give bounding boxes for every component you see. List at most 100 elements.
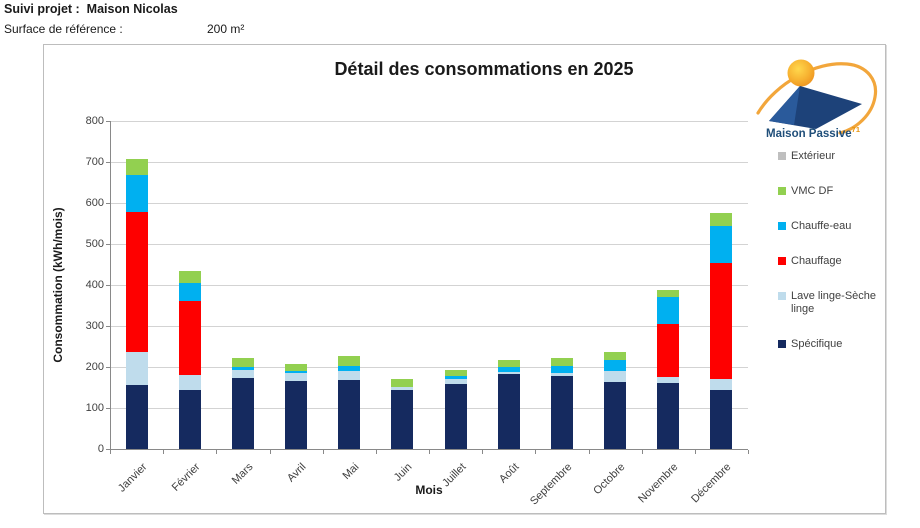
bar-segment-vmc-df-novembre[interactable]: [657, 289, 680, 298]
legend-item-chauffage[interactable]: Chauffage: [778, 255, 882, 268]
bar-mars[interactable]: [231, 121, 254, 449]
gridline-300: [110, 326, 748, 327]
bar-segment-lave-linge-seche-linge-octobre[interactable]: [604, 370, 627, 383]
sun-icon: [787, 59, 815, 87]
bar-segment-lave-linge-seche-linge-mars[interactable]: [231, 370, 254, 379]
y-label-800: 800: [85, 115, 104, 127]
y-axis-line: [110, 121, 111, 450]
bar-segment-vmc-df-avril[interactable]: [285, 363, 308, 372]
y-label-500: 500: [85, 238, 104, 250]
legend-swatch-chauffage: [778, 257, 786, 265]
bar-septembre[interactable]: [550, 121, 573, 449]
y-tick: [106, 408, 110, 409]
surface-value: 200 m²: [207, 22, 245, 36]
project-value: Maison Nicolas: [86, 2, 178, 16]
x-axis-line: [110, 449, 748, 450]
bar-segment-chauffe-eau-decembre[interactable]: [710, 226, 733, 264]
x-tick: [216, 450, 218, 454]
y-label-400: 400: [85, 279, 104, 291]
bar-segment-chauffe-eau-janvier[interactable]: [125, 174, 148, 213]
bar-segment-chauffage-decembre[interactable]: [710, 263, 733, 379]
bar-segment-specifique-septembre[interactable]: [550, 376, 573, 449]
bar-segment-chauffe-eau-avril[interactable]: [285, 371, 308, 374]
bar-segment-specifique-decembre[interactable]: [710, 389, 733, 449]
bar-segment-lave-linge-seche-linge-novembre[interactable]: [657, 377, 680, 384]
bar-segment-vmc-df-fevrier[interactable]: [178, 270, 201, 283]
y-tick: [106, 162, 110, 163]
legend-swatch-chauffe-eau: [778, 222, 786, 230]
bar-segment-lave-linge-seche-linge-juin[interactable]: [391, 387, 414, 390]
bar-segment-lave-linge-seche-linge-decembre[interactable]: [710, 378, 733, 390]
bar-segment-chauffage-novembre[interactable]: [657, 323, 680, 378]
legend-item-vmc-df[interactable]: VMC DF: [778, 185, 882, 198]
legend-item-exterieur[interactable]: Extérieur: [778, 150, 882, 163]
legend-swatch-specifique: [778, 340, 786, 348]
bar-novembre[interactable]: [657, 121, 680, 449]
gridline-700: [110, 162, 748, 163]
bar-segment-lave-linge-seche-linge-aout[interactable]: [497, 371, 520, 374]
plot-area[interactable]: [106, 121, 749, 454]
bar-segment-vmc-df-janvier[interactable]: [125, 159, 148, 175]
bar-juin[interactable]: [391, 121, 414, 449]
bar-segment-chauffe-eau-octobre[interactable]: [604, 360, 627, 371]
bar-segment-specifique-janvier[interactable]: [125, 385, 148, 449]
bar-segment-specifique-avril[interactable]: [285, 381, 308, 449]
bar-segment-chauffe-eau-juillet[interactable]: [444, 376, 467, 380]
bar-avril[interactable]: [285, 121, 308, 449]
bar-segment-lave-linge-seche-linge-janvier[interactable]: [125, 351, 148, 386]
x-tick: [375, 450, 377, 454]
x-tick: [748, 450, 749, 454]
bar-segment-vmc-df-juillet[interactable]: [444, 369, 467, 377]
bar-segment-vmc-df-decembre[interactable]: [710, 212, 733, 227]
bar-segment-vmc-df-mai[interactable]: [338, 355, 361, 367]
bar-aout[interactable]: [497, 121, 520, 449]
bar-segment-vmc-df-septembre[interactable]: [550, 358, 573, 367]
bar-octobre[interactable]: [604, 121, 627, 449]
bar-segment-vmc-df-aout[interactable]: [497, 360, 520, 368]
x-tick: [482, 450, 484, 454]
bar-decembre[interactable]: [710, 121, 733, 449]
x-tick: [588, 450, 590, 454]
bar-segment-lave-linge-seche-linge-avril[interactable]: [285, 373, 308, 382]
bar-segment-chauffage-fevrier[interactable]: [178, 301, 201, 376]
bar-segment-chauffage-janvier[interactable]: [125, 212, 148, 352]
bar-juillet[interactable]: [444, 121, 467, 449]
y-tick: [106, 203, 110, 204]
bar-segment-lave-linge-seche-linge-septembre[interactable]: [550, 372, 573, 377]
surface-line: Surface de référence : 200 m²: [4, 20, 404, 38]
bar-segment-specifique-novembre[interactable]: [657, 383, 680, 449]
legend-item-specifique[interactable]: Spécifique: [778, 338, 882, 351]
x-tick: [110, 450, 111, 454]
bar-segment-specifique-mars[interactable]: [231, 378, 254, 449]
bar-segment-specifique-aout[interactable]: [497, 373, 520, 449]
bar-segment-specifique-juillet[interactable]: [444, 384, 467, 449]
bar-mai[interactable]: [338, 121, 361, 449]
legend-label-exterieur: Extérieur: [791, 150, 836, 162]
gridline-100: [110, 408, 748, 409]
bar-segment-chauffe-eau-aout[interactable]: [497, 367, 520, 372]
bar-segment-vmc-df-octobre[interactable]: [604, 352, 627, 361]
bar-segment-specifique-fevrier[interactable]: [178, 389, 201, 449]
bar-segment-chauffe-eau-fevrier[interactable]: [178, 282, 201, 302]
bar-segment-specifique-mai[interactable]: [338, 380, 361, 449]
bar-segment-specifique-juin[interactable]: [391, 389, 414, 449]
bar-segment-chauffe-eau-septembre[interactable]: [550, 366, 573, 373]
legend-item-chauffe-eau[interactable]: Chauffe-eau: [778, 220, 882, 233]
bar-segment-lave-linge-seche-linge-mai[interactable]: [338, 371, 361, 381]
consumption-chart[interactable]: Détail des consommations en 2025: [43, 44, 886, 514]
bar-segment-specifique-octobre[interactable]: [604, 382, 627, 449]
bar-segment-chauffe-eau-mai[interactable]: [338, 366, 361, 372]
bar-segment-lave-linge-seche-linge-fevrier[interactable]: [178, 375, 201, 390]
bar-segment-vmc-df-mars[interactable]: [231, 357, 254, 367]
bar-janvier[interactable]: [125, 121, 148, 449]
bar-segment-chauffe-eau-novembre[interactable]: [657, 297, 680, 324]
maison-passive-logo: Maison Passive71: [754, 55, 884, 141]
bar-fevrier[interactable]: [178, 121, 201, 449]
bar-segment-vmc-df-juin[interactable]: [391, 379, 414, 388]
y-tick: [106, 367, 110, 368]
legend-item-lave-linge-seche-linge[interactable]: Lave linge-Sèche linge: [778, 290, 882, 316]
roof-icon: [769, 86, 862, 129]
bar-segment-lave-linge-seche-linge-juillet[interactable]: [444, 379, 467, 385]
bar-segment-chauffe-eau-mars[interactable]: [231, 367, 254, 371]
